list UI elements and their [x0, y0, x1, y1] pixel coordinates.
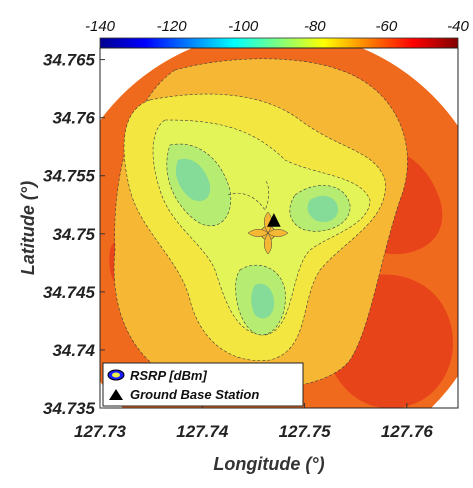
coverage-map — [100, 48, 458, 408]
legend-station-icon — [109, 389, 123, 400]
core-bottom — [251, 283, 275, 319]
x-tick-label: 127.75 — [279, 422, 332, 441]
y-tick-label: 34.735 — [43, 399, 96, 418]
outside-coverage-mask — [100, 48, 458, 408]
legend: RSRP [dBm] Ground Base Station — [102, 362, 304, 407]
y-tick-label: 34.74 — [52, 341, 95, 360]
x-axis-label: Longitude (°) — [213, 454, 324, 474]
plot-frame — [99, 47, 459, 409]
y-tick-label: 34.765 — [43, 51, 96, 70]
ground-base-station-marker — [267, 213, 281, 227]
legend-rsrp-label: RSRP [dBm] — [130, 368, 207, 383]
contour-line-detail — [227, 179, 270, 211]
core-right — [307, 195, 338, 222]
station-lobe-right — [267, 229, 289, 237]
plot-area: 127.73 127.74 127.75 127.76 34.73534.7434.7… — [43, 47, 459, 441]
x-tick-label: 127.73 — [74, 422, 127, 441]
legend-rsrp-swatch-core — [112, 372, 120, 378]
colorbar-tick-label: -120 — [157, 18, 188, 35]
y-tick-label: 34.755 — [43, 167, 96, 186]
y-tick-label: 34.76 — [52, 109, 95, 128]
x-axis-ticks: 127.73 127.74 127.75 127.76 — [74, 403, 433, 441]
colorbar-tick-label: -100 — [228, 18, 259, 35]
station-lobe-bottom — [264, 232, 272, 255]
x-tick-label: 127.76 — [381, 422, 434, 441]
y-axis-label: Latitude (°) — [18, 181, 38, 275]
colorbar-tick-label: -60 — [376, 18, 398, 35]
x-tick-label: 127.74 — [176, 422, 229, 441]
y-tick-label: 34.745 — [43, 283, 96, 302]
y-tick-label: 34.75 — [52, 225, 95, 244]
colorbar-ticks: -140 -120 -100 -80 -60 -40 — [85, 18, 469, 54]
legend-station-label: Ground Base Station — [130, 387, 259, 402]
y-axis-ticks: 34.735 34.74 34.745 34.75 34.755 34.76 34.765 — [43, 51, 105, 418]
legend-box — [102, 362, 304, 407]
colorbar-tick-label: -80 — [304, 18, 326, 35]
core-upper-left — [175, 158, 211, 202]
colorbar-tick-label: -40 — [447, 18, 469, 35]
colorbar-tick-label: -140 — [85, 18, 116, 35]
